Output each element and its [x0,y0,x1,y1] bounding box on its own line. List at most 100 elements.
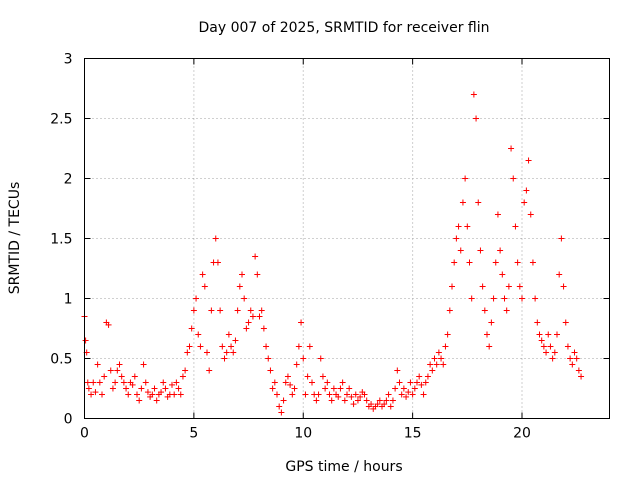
data-point [352,391,359,398]
data-point [455,223,462,230]
data-point [326,391,333,398]
data-point [193,295,200,302]
data-point [304,373,311,380]
data-point [201,283,208,290]
data-point [114,367,121,374]
x-axis-label: GPS time / hours [285,459,402,475]
data-point [394,367,401,374]
data-point [521,199,528,206]
y-axis-label: SRMTID / TECUs [7,182,23,295]
data-point [258,307,265,314]
chart-title: Day 007 of 2025, SRMTID for receiver fli… [199,20,490,36]
data-point [309,379,315,386]
data-point [134,391,140,398]
data-point [322,385,329,392]
data-point [389,397,396,404]
data-point [427,361,434,368]
data-point [564,343,571,350]
data-point [422,379,429,386]
data-point [449,283,455,290]
data-point [190,307,197,314]
data-point [527,211,534,218]
data-point [241,295,248,302]
data-point [433,361,440,368]
data-point [346,385,353,392]
data-point [536,331,543,338]
data-point [578,373,585,380]
data-point [84,379,91,386]
data-point [230,349,237,356]
data-point [182,367,189,374]
data-point [481,307,488,314]
data-point [512,223,519,230]
data-point [160,379,167,386]
data-point [243,325,250,332]
data-point [438,355,445,362]
data-point [94,361,101,368]
data-point [398,391,405,398]
data-point [540,343,547,350]
data-point [136,397,143,404]
data-point [162,385,169,392]
data-point [313,397,320,404]
data-point [249,313,256,320]
data-point [92,389,99,396]
data-point [510,175,517,182]
data-point [503,307,510,314]
data-point [505,283,512,290]
data-point [492,259,499,266]
data-point [101,373,108,380]
data-point [252,253,259,260]
data-point [171,391,178,398]
data-point [396,379,403,386]
data-point [459,199,466,206]
data-point [214,259,221,266]
data-point [123,385,130,392]
data-point [212,235,219,242]
data-point [560,283,567,290]
data-point [239,271,245,278]
data-point [278,409,285,416]
data-point [82,337,89,344]
data-point [129,381,136,388]
data-point [88,391,95,398]
x-tick-label: 5 [189,426,198,442]
data-point [149,391,156,398]
data-point [335,393,342,400]
data-point [186,343,193,350]
data-point [107,367,114,374]
data-point [295,343,302,350]
data-point [451,259,458,266]
data-point [464,223,471,230]
data-point [442,343,449,350]
data-point [280,397,287,404]
data-point [184,349,191,356]
data-point [444,331,451,338]
data-point [219,343,226,350]
data-point [85,385,92,392]
data-point [247,307,254,314]
data-point [554,331,560,338]
data-point [523,187,530,194]
data-point [479,283,486,290]
data-point [287,381,294,388]
y-tick-label: 1 [64,292,73,308]
data-point [265,355,272,362]
data-point [158,389,165,396]
data-point [206,367,213,374]
data-point [543,349,550,356]
data-point [407,379,414,386]
y-tick-label: 3 [64,52,73,68]
data-point [245,319,252,326]
data-point [477,247,484,254]
data-point [330,385,337,392]
data-point [151,385,158,392]
data-point [208,307,215,314]
data-point [549,355,556,362]
data-point [153,397,160,404]
data-point [319,373,326,380]
data-point [374,401,381,408]
data-point [354,397,361,404]
data-point [494,211,501,218]
data-point [457,247,464,254]
